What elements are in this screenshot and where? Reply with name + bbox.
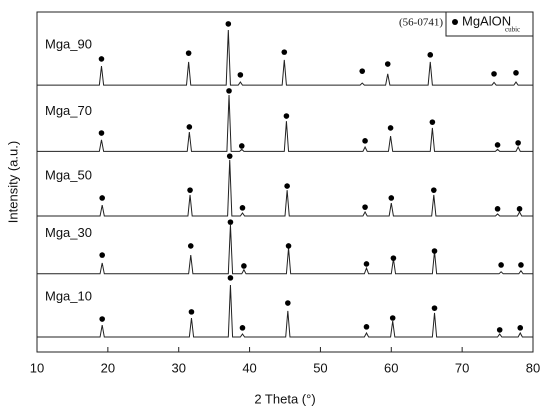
x-tick-label: 60 — [384, 360, 398, 375]
x-tick-label: 10 — [30, 360, 44, 375]
peak-marker — [429, 119, 436, 125]
pattern-line — [37, 224, 533, 275]
x-tick-label: 70 — [455, 360, 469, 375]
y-axis-title: Intensity (a.u.) — [5, 141, 20, 223]
peak-marker — [227, 275, 234, 281]
peak-marker — [186, 124, 193, 130]
peak-marker — [390, 255, 397, 261]
peak-marker — [281, 49, 288, 55]
peak-marker — [239, 205, 246, 211]
peak-marker — [98, 130, 105, 136]
plot-frame — [36, 11, 534, 353]
peak-marker — [384, 61, 391, 67]
peak-marker — [431, 305, 438, 311]
peak-marker — [241, 263, 247, 269]
peak-marker — [99, 316, 105, 322]
peak-marker — [285, 300, 291, 306]
peak-marker — [99, 252, 105, 258]
peak-marker — [518, 262, 524, 268]
peak-marker — [239, 325, 246, 331]
x-tick-label: 30 — [171, 360, 185, 375]
peak-marker — [389, 315, 396, 321]
peak-marker — [494, 142, 501, 148]
peak-marker — [362, 204, 368, 210]
peak-marker — [513, 70, 519, 76]
series-label: Mga_50 — [45, 167, 92, 182]
legend-subscript: cubic — [505, 26, 520, 34]
x-tick-label: 40 — [242, 360, 256, 375]
peak-marker — [359, 68, 366, 74]
pattern-line — [37, 94, 533, 152]
peak-marker — [363, 324, 370, 330]
peak-marker — [517, 325, 524, 331]
peak-marker — [491, 71, 497, 77]
x-tick-label: 80 — [526, 360, 540, 375]
peak-marker — [98, 56, 105, 62]
x-tick-label: 20 — [101, 360, 115, 375]
peak-marker — [284, 183, 290, 189]
peak-marker — [283, 113, 290, 119]
peak-marker — [363, 261, 370, 267]
peak-marker — [227, 219, 234, 225]
series-label: Mga_30 — [45, 225, 92, 240]
legend-marker — [452, 19, 458, 25]
peak-marker — [498, 262, 504, 268]
peak-marker — [187, 187, 193, 193]
legend-source: (56-0741) — [399, 17, 443, 29]
series-label: Mga_70 — [45, 103, 92, 118]
pattern-line — [37, 30, 533, 86]
pattern-line — [37, 284, 533, 338]
pattern-line — [37, 159, 533, 217]
peak-marker — [494, 206, 501, 212]
peak-marker — [496, 327, 503, 333]
peak-marker — [431, 187, 437, 193]
series-label: Mga_10 — [45, 288, 92, 303]
peak-marker — [516, 206, 523, 212]
peak-marker — [187, 243, 194, 249]
x-tick-label: 50 — [313, 360, 327, 375]
peak-marker — [285, 243, 292, 249]
peak-marker — [388, 195, 395, 201]
peak-marker — [515, 140, 521, 146]
peak-marker — [431, 248, 438, 254]
peak-marker — [362, 138, 368, 144]
peak-marker — [225, 21, 232, 27]
peak-marker — [226, 153, 233, 159]
x-axis-title: 2 Theta (°) — [254, 391, 315, 406]
legend-label: MgAlON — [462, 13, 511, 28]
peak-marker — [185, 50, 192, 56]
peak-marker — [427, 52, 434, 58]
peak-marker — [387, 125, 394, 131]
series-label: Mga_90 — [45, 37, 92, 52]
peak-marker — [188, 309, 195, 315]
peak-marker — [237, 72, 244, 78]
peak-marker — [226, 88, 232, 94]
peak-marker — [238, 143, 245, 149]
legend-box — [445, 11, 534, 37]
peak-marker — [99, 195, 105, 201]
